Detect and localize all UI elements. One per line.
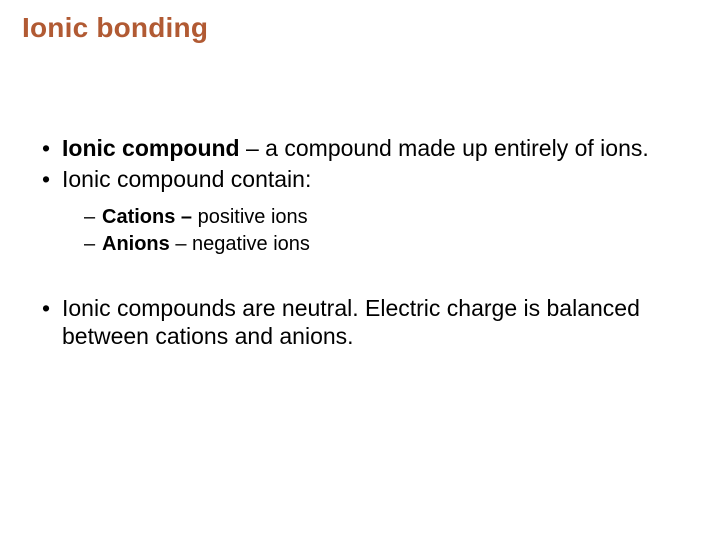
- sub-bullet-list: Cations – positive ions Anions – negativ…: [62, 204, 698, 258]
- sub-bullet-bold: Cations –: [102, 206, 198, 228]
- slide-title: Ionic bonding: [22, 12, 698, 44]
- bullet-list: Ionic compound – a compound made up enti…: [22, 134, 698, 351]
- slide-body: Ionic compound – a compound made up enti…: [22, 134, 698, 351]
- bullet-text: – a compound made up entirely of ions.: [240, 135, 649, 161]
- bullet-item: Ionic compounds are neutral. Electric ch…: [42, 294, 698, 352]
- sub-bullet-text: positive ions: [198, 206, 308, 228]
- sub-bullet-bold: Anions: [102, 233, 175, 255]
- sub-bullet-item: Anions – negative ions: [84, 231, 698, 258]
- sub-bullet-text: – negative ions: [175, 233, 310, 255]
- bullet-item: Ionic compound contain: Cations – positi…: [42, 165, 698, 258]
- slide: Ionic bonding Ionic compound – a compoun…: [0, 0, 720, 540]
- bullet-text: Ionic compounds are neutral. Electric ch…: [62, 295, 640, 350]
- bullet-text: Ionic compound contain:: [62, 166, 311, 192]
- bullet-bold: Ionic compound: [62, 135, 240, 161]
- bullet-item: Ionic compound – a compound made up enti…: [42, 134, 698, 163]
- sub-bullet-item: Cations – positive ions: [84, 204, 698, 231]
